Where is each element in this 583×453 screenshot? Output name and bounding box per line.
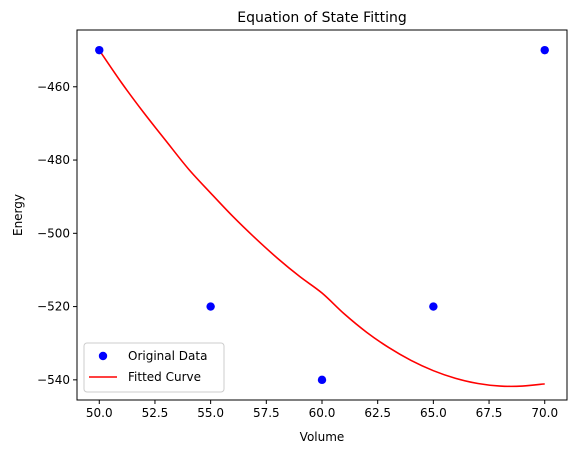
legend-label: Original Data [128, 349, 207, 363]
x-tick-label: 70.0 [531, 406, 558, 420]
data-point [540, 45, 549, 55]
x-tick-label: 62.5 [364, 406, 391, 420]
legend: Original Data Fitted Curve [83, 342, 225, 393]
legend-label: Fitted Curve [128, 370, 201, 384]
legend-marker-original-data [98, 351, 108, 361]
y-tick-label: −480 [37, 153, 70, 167]
x-tick-label: 67.5 [476, 406, 503, 420]
x-axis-label: Volume [300, 430, 345, 444]
legend-box [83, 342, 225, 393]
chart-title: Equation of State Fitting [237, 10, 406, 26]
plot-area: 50.0 52.5 55.0 57.5 60.0 62.5 65.0 67.5 70.0 −460… [37, 29, 568, 420]
data-point [206, 302, 215, 311]
y-axis-label: Energy [11, 194, 25, 236]
x-tick-label: 52.5 [142, 406, 169, 420]
x-tick-label: 55.0 [197, 406, 224, 420]
y-tick-label: −520 [37, 300, 70, 314]
fitted-curve-line [98, 49, 545, 388]
x-tick-label: 60.0 [309, 406, 336, 420]
y-tick-label: −500 [37, 226, 70, 240]
data-point [429, 302, 438, 311]
x-tick-label: 57.5 [253, 406, 280, 420]
x-tick-label: 50.0 [86, 406, 113, 420]
y-tick-label: −540 [37, 373, 70, 387]
x-tick-label: 65.0 [420, 406, 447, 420]
data-point [317, 375, 327, 385]
data-point [95, 45, 104, 55]
y-tick-label: −460 [37, 80, 70, 94]
